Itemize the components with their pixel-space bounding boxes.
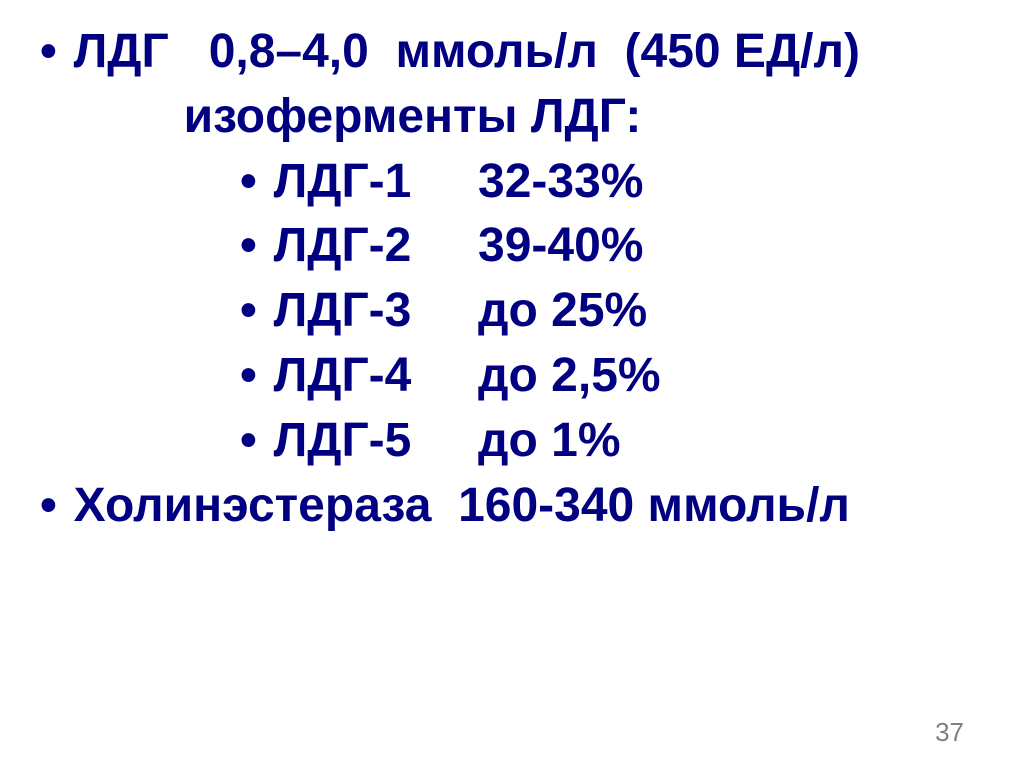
slide-body: •ЛДГ 0,8–4,0 ммоль/л (450 ЕД/л)изофермен… (40, 20, 984, 538)
slide-line-text: ЛДГ-2 39-40% (274, 219, 644, 272)
bullet-icon: • (240, 214, 274, 279)
bullet-icon: • (40, 474, 74, 539)
slide-line: •ЛДГ-3 до 25% (40, 279, 984, 344)
slide-line-text: ЛДГ-3 до 25% (274, 284, 648, 337)
bullet-icon: • (40, 20, 74, 85)
bullet-icon: • (240, 150, 274, 215)
slide-line-text: ЛДГ-4 до 2,5% (274, 349, 661, 402)
slide-line: •Холинэстераза 160-340 ммоль/л (40, 474, 984, 539)
slide-line-text: ЛДГ-1 32-33% (274, 155, 644, 208)
bullet-icon: • (240, 409, 274, 474)
slide-line: изоферменты ЛДГ: (40, 85, 984, 150)
slide-line-text: изоферменты ЛДГ: (184, 90, 642, 143)
slide-line-text: Холинэстераза 160-340 ммоль/л (74, 479, 850, 532)
bullet-icon: • (240, 344, 274, 409)
slide-line-text: ЛДГ-5 до 1% (274, 414, 621, 467)
slide-line: •ЛДГ-4 до 2,5% (40, 344, 984, 409)
bullet-icon: • (240, 279, 274, 344)
slide: •ЛДГ 0,8–4,0 ммоль/л (450 ЕД/л)изофермен… (0, 0, 1024, 768)
slide-line: •ЛДГ-1 32-33% (40, 150, 984, 215)
slide-line: •ЛДГ-5 до 1% (40, 409, 984, 474)
page-number: 37 (935, 717, 964, 748)
slide-line: •ЛДГ-2 39-40% (40, 214, 984, 279)
slide-line-text: ЛДГ 0,8–4,0 ммоль/л (450 ЕД/л) (74, 25, 860, 78)
slide-line: •ЛДГ 0,8–4,0 ммоль/л (450 ЕД/л) (40, 20, 984, 85)
